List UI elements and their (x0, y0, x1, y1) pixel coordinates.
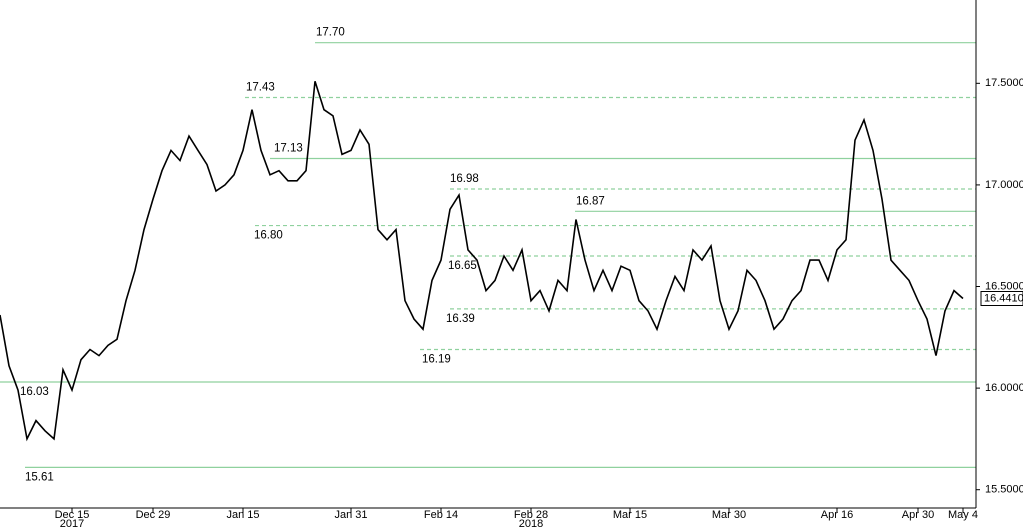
level-label: 17.13 (274, 143, 303, 155)
x-tick-label: May 4 (948, 509, 978, 521)
x-tick-label: Feb 28 (514, 509, 548, 521)
y-tick-label: 16.0000 (985, 382, 1023, 394)
y-tick-label: 17.5000 (985, 77, 1023, 89)
last-price-label: 16.4410 (984, 292, 1023, 304)
x-tick-label: Mar 15 (613, 509, 647, 521)
y-tick-label: 15.5000 (985, 484, 1023, 496)
level-label: 17.70 (316, 27, 345, 39)
level-label: 16.03 (20, 386, 49, 398)
level-label: 16.65 (448, 260, 477, 272)
level-label: 16.87 (576, 195, 605, 207)
level-label: 16.39 (446, 313, 475, 325)
x-tick-label: Apr 30 (902, 509, 934, 521)
level-label: 16.19 (422, 354, 451, 366)
price-line (0, 81, 964, 442)
x-tick-label: Mar 30 (712, 509, 746, 521)
last-price-box (980, 291, 1023, 307)
y-tick-label: 16.5000 (985, 280, 1023, 292)
level-label: 16.80 (254, 230, 283, 242)
year-label: 2018 (519, 518, 543, 529)
x-tick-label: Jan 31 (334, 509, 367, 521)
x-tick-label: Apr 16 (821, 509, 853, 521)
x-tick-label: Feb 14 (424, 509, 458, 521)
x-tick-label: Dec 29 (136, 509, 171, 521)
y-tick-label: 17.0000 (985, 179, 1023, 191)
level-label: 16.98 (450, 173, 479, 185)
x-tick-label: Dec 15 (55, 509, 90, 521)
x-tick-label: Jan 15 (226, 509, 259, 521)
level-label: 17.43 (246, 82, 275, 94)
level-label: 15.61 (25, 471, 54, 483)
year-label: 2017 (60, 518, 84, 529)
